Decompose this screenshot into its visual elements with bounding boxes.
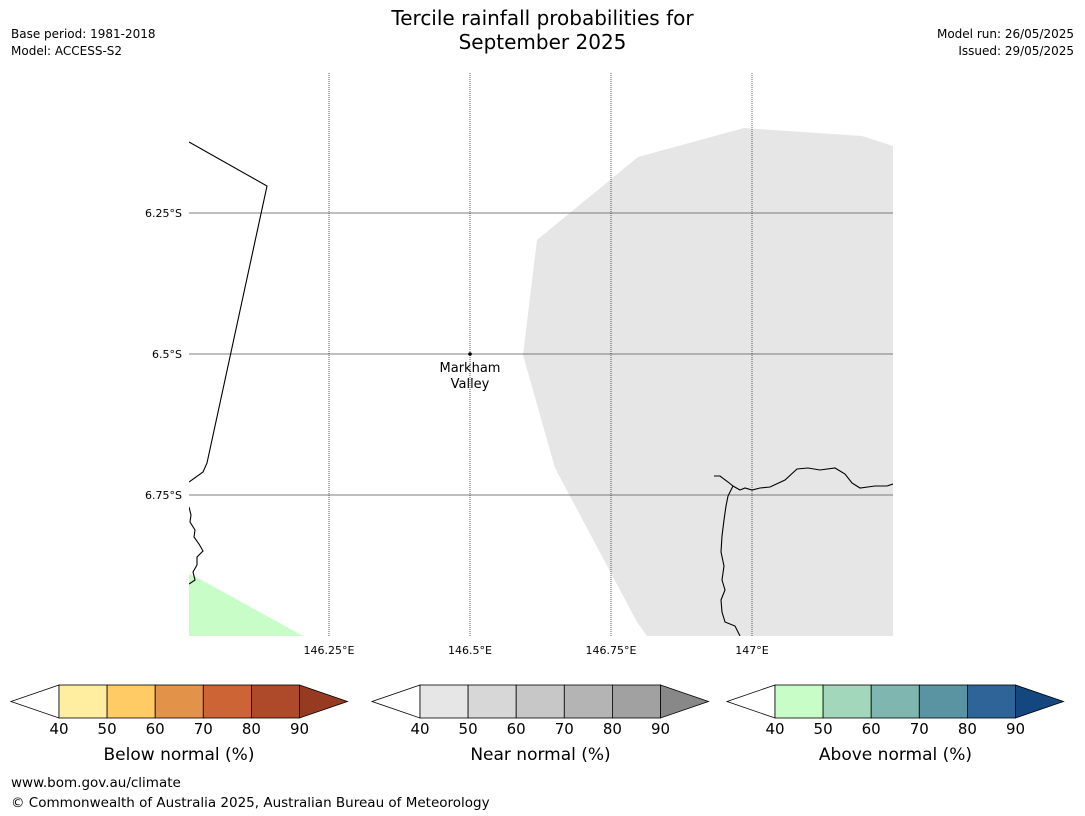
below-normal-segment-2 — [106, 684, 156, 719]
eastern-coastline — [714, 467, 893, 491]
below-normal-tick-60: 60 — [146, 720, 165, 738]
lat-label-6-5s: 6.5°S — [152, 348, 182, 361]
colorbars: 40 50 60 70 80 90 40 50 60 70 80 90 40 50 60 70 80 90 — [9, 684, 1065, 738]
latitude-gridlines — [189, 212, 893, 496]
near-normal-label: Near normal (%) — [470, 745, 611, 765]
western-boundary-line — [189, 141, 268, 483]
near-normal-tick-80: 80 — [603, 720, 622, 738]
near-normal-tick-90: 90 — [651, 720, 670, 738]
base-period-text: Base period: 1981-2018 — [11, 27, 156, 41]
lat-label-6-25s: 6.25°S — [145, 207, 182, 220]
lon-label-146-75e: 146.75°E — [586, 644, 637, 657]
lat-label-6-75s: 6.75°S — [145, 489, 182, 502]
above-normal-colorbar: 40 50 60 70 80 90 — [725, 684, 1065, 738]
near-normal-segment-3 — [515, 684, 565, 719]
near-normal-high-extend — [660, 684, 710, 719]
location-name-line-1: Markham — [440, 361, 501, 376]
below-normal-tick-40: 40 — [49, 720, 68, 738]
above-normal-tick-60: 60 — [862, 720, 881, 738]
map-area — [189, 73, 893, 636]
location-name-line-2: Valley — [451, 377, 490, 392]
western-coastline — [189, 506, 204, 585]
footer-copyright: © Commonwealth of Australia 2025, Austra… — [11, 795, 490, 811]
location-marker — [468, 352, 472, 356]
near-normal-tick-70: 70 — [555, 720, 574, 738]
below-normal-high-extend — [299, 684, 349, 719]
below-normal-tick-50: 50 — [98, 720, 117, 738]
above-normal-high-extend — [1015, 684, 1065, 719]
near-normal-shaded-region — [523, 128, 893, 636]
near-normal-segment-4 — [563, 684, 613, 719]
map-title: Tercile rainfall probabilities for Septe… — [0, 6, 1085, 54]
below-normal-segment-4 — [202, 684, 252, 719]
below-normal-tick-90: 90 — [290, 720, 309, 738]
below-normal-label: Below normal (%) — [103, 745, 255, 765]
meta-right: Model run: 26/05/2025 Issued: 29/05/2025 — [937, 26, 1074, 60]
latitude-labels: 6.25°S 6.5°S 6.75°S — [145, 207, 182, 502]
above-normal-tick-90: 90 — [1006, 720, 1025, 738]
issued-text: Issued: 29/05/2025 — [958, 44, 1074, 58]
lon-label-147e: 147°E — [735, 644, 768, 657]
above-normal-label: Above normal (%) — [818, 745, 973, 765]
location-label: Markham Valley — [440, 361, 501, 392]
above-normal-low-extend — [725, 684, 776, 719]
below-normal-tick-80: 80 — [242, 720, 261, 738]
model-text: Model: ACCESS-S2 — [11, 44, 123, 58]
above-normal-tick-50: 50 — [814, 720, 833, 738]
below-normal-segment-5 — [250, 684, 300, 719]
near-normal-segment-1 — [419, 684, 469, 719]
above-normal-tick-70: 70 — [910, 720, 929, 738]
below-normal-colorbar: 40 50 60 70 80 90 — [9, 684, 349, 738]
near-normal-tick-60: 60 — [507, 720, 526, 738]
longitude-labels: 146.25°E 146.5°E 146.75°E 147°E — [304, 644, 769, 657]
below-normal-tick-70: 70 — [194, 720, 213, 738]
below-normal-low-extend — [9, 684, 60, 719]
title-line-2: September 2025 — [458, 30, 627, 54]
near-normal-tick-50: 50 — [459, 720, 478, 738]
near-normal-low-extend — [370, 684, 421, 719]
below-normal-segment-3 — [154, 684, 204, 719]
river-line — [720, 485, 741, 636]
near-normal-segment-2 — [467, 684, 517, 719]
above-normal-segment-3 — [870, 684, 920, 719]
lon-label-146-5e: 146.5°E — [448, 644, 492, 657]
model-run-text: Model run: 26/05/2025 — [936, 27, 1074, 41]
above-normal-segment-5 — [967, 684, 1016, 719]
meta-left: Base period: 1981-2018 Model: ACCESS-S2 — [11, 26, 156, 60]
above-normal-segment-1 — [774, 684, 824, 719]
above-normal-shaded-region — [189, 574, 303, 636]
below-normal-segment-1 — [58, 684, 108, 719]
coastlines — [189, 141, 893, 636]
above-normal-tick-80: 80 — [958, 720, 977, 738]
title-line-1: Tercile rainfall probabilities for — [391, 6, 694, 30]
above-normal-segment-2 — [822, 684, 872, 719]
footer-url: www.bom.gov.au/climate — [11, 775, 181, 791]
near-normal-tick-40: 40 — [410, 720, 429, 738]
above-normal-tick-40: 40 — [765, 720, 784, 738]
above-normal-segment-4 — [918, 684, 968, 719]
near-normal-segment-5 — [612, 684, 661, 719]
near-normal-colorbar: 40 50 60 70 80 90 — [370, 684, 710, 738]
lon-label-146-25e: 146.25°E — [304, 644, 355, 657]
